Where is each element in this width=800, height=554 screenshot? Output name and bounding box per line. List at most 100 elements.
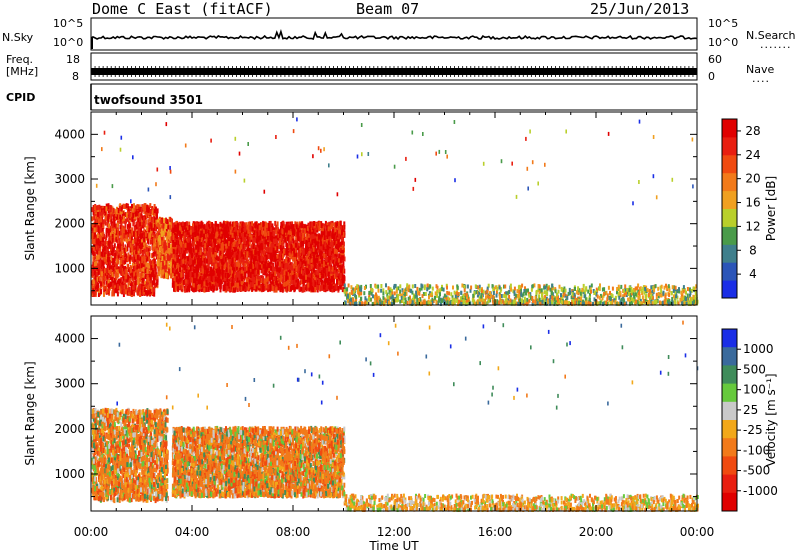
- scatter-cell: [103, 268, 106, 274]
- scatter-cell: [170, 259, 173, 265]
- scatter-cell: [110, 265, 113, 271]
- scatter-cell: [131, 246, 134, 252]
- scatter-cell: [146, 204, 149, 210]
- scatter-cell: [121, 289, 123, 295]
- scatter-cell: [271, 263, 274, 269]
- scatter-cell: [107, 283, 110, 289]
- scatter-cell: [159, 257, 162, 263]
- scatter-cell: [185, 237, 188, 243]
- scatter-cell: [145, 233, 148, 239]
- scatter-cell: [137, 226, 140, 232]
- scatter-cell: [235, 221, 238, 226]
- scatter-cell: [249, 231, 252, 237]
- scatter-cell: [152, 207, 155, 213]
- scatter-cell: [169, 254, 172, 260]
- scatter-cell: [97, 292, 100, 297]
- scatter-cell: [146, 251, 149, 257]
- scatter-cell: [98, 264, 101, 270]
- scatter-cell: [134, 270, 137, 276]
- scatter-cell: [275, 229, 278, 235]
- scatter-cell: [307, 263, 310, 269]
- scatter-cell: [134, 280, 137, 286]
- scatter-cell: [271, 255, 274, 261]
- scatter-cell: [224, 223, 226, 229]
- scatter-cell: [99, 226, 102, 232]
- scatter-cell: [120, 245, 123, 251]
- scatter-cell: [299, 232, 301, 238]
- scatter-cell: [161, 266, 164, 272]
- scatter-cell: [133, 284, 136, 290]
- scatter-cell: [302, 265, 305, 271]
- scatter-cell: [297, 272, 300, 278]
- scatter-cell: [169, 236, 172, 242]
- scatter-cell: [166, 234, 169, 240]
- scatter-cell: [287, 272, 289, 277]
- scatter-cell: [315, 236, 318, 242]
- scatter-cell: [156, 241, 159, 247]
- scatter-cell: [107, 218, 110, 224]
- scatter-cell: [112, 207, 115, 213]
- scatter-cell: [249, 255, 252, 261]
- scatter-cell: [136, 245, 139, 251]
- scatter-cell: [143, 232, 146, 238]
- scatter-cell: [170, 218, 173, 223]
- scatter-cell: [136, 264, 139, 270]
- scatter-cell: [92, 251, 95, 257]
- scatter-cell: [192, 274, 195, 280]
- scatter-cell: [114, 211, 117, 217]
- scatter-cell: [161, 231, 163, 237]
- scatter-cell: [159, 264, 162, 270]
- scatter-cell: [299, 280, 302, 286]
- scatter-cell: [134, 232, 137, 238]
- scatter-cell: [127, 242, 129, 248]
- scatter-cell: [106, 248, 109, 254]
- scatter-cell: [131, 203, 133, 209]
- scatter-cell: [100, 222, 103, 228]
- scatter-cell: [139, 267, 142, 272]
- scatter-cell: [136, 261, 139, 267]
- scatter-cell: [119, 209, 122, 215]
- scatter-cell: [146, 225, 149, 231]
- noise-sky-series: [90, 29, 698, 41]
- scatter-cell: [296, 242, 299, 248]
- scatter-cell: [167, 224, 170, 230]
- scatter-cell: [120, 206, 123, 212]
- scatter-cell: [210, 243, 213, 249]
- scatter-cell: [214, 246, 217, 252]
- scatter-cell: [101, 266, 104, 272]
- scatter-cell: [122, 272, 125, 278]
- scatter-cell: [146, 274, 149, 280]
- scatter-cell: [161, 248, 164, 254]
- scatter-cell: [329, 239, 332, 245]
- scatter-cell: [142, 221, 145, 227]
- scatter-cell: [118, 238, 121, 244]
- scatter-cell: [192, 252, 195, 258]
- scatter-cell: [178, 236, 180, 242]
- scatter-cell: [143, 228, 146, 234]
- scatter-cell: [248, 267, 251, 273]
- scatter-cell: [123, 247, 126, 253]
- scatter-cell: [161, 236, 163, 242]
- scatter-cell: [91, 216, 94, 222]
- scatter-cell: [340, 251, 343, 257]
- scatter-cell: [329, 231, 331, 237]
- scatter-cell: [122, 255, 125, 260]
- scatter-cell: [151, 236, 154, 242]
- scatter-cell: [138, 280, 141, 286]
- scatter-cell: [112, 274, 115, 280]
- scatter-cell: [111, 237, 114, 243]
- scatter-cell: [163, 226, 166, 232]
- scatter-cell: [127, 224, 129, 230]
- scatter-cell: [118, 230, 121, 236]
- scatter-cell: [139, 244, 142, 249]
- scatter-cell: [109, 205, 112, 211]
- scatter-cell: [111, 211, 114, 217]
- scatter-cell: [144, 231, 147, 237]
- scatter-cell: [100, 251, 103, 257]
- scatter-cell: [162, 254, 165, 260]
- scatter-cell: [149, 289, 152, 295]
- scatter-cell: [100, 262, 103, 268]
- scatter-cell: [206, 246, 209, 252]
- scatter-cell: [95, 208, 97, 214]
